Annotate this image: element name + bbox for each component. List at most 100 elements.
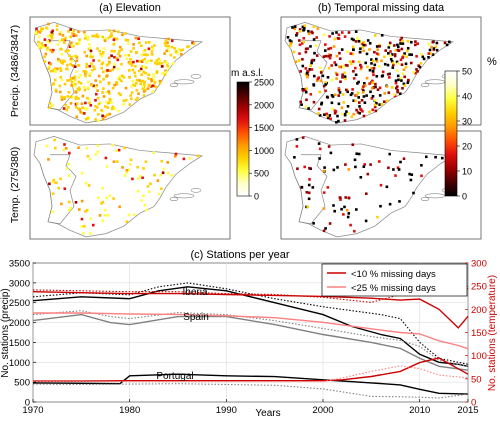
station-dot bbox=[54, 67, 57, 70]
station-dot bbox=[400, 79, 403, 82]
station-dot bbox=[164, 44, 168, 48]
station-dot bbox=[404, 62, 408, 66]
missing-colorbar bbox=[444, 70, 458, 197]
station-dot bbox=[142, 94, 146, 97]
station-dot bbox=[94, 105, 97, 108]
station-dot bbox=[324, 89, 327, 93]
station-dot bbox=[410, 61, 413, 65]
station-dot bbox=[131, 68, 135, 72]
station-dot bbox=[174, 152, 178, 156]
station-dot bbox=[428, 48, 432, 52]
station-dot bbox=[148, 41, 151, 44]
station-dot bbox=[139, 67, 143, 71]
station-dot bbox=[343, 112, 347, 116]
station-dot bbox=[49, 34, 52, 37]
station-dot bbox=[105, 63, 109, 67]
station-dot bbox=[163, 60, 167, 63]
colorbar-tick-label: 0 bbox=[462, 192, 467, 202]
station-dot bbox=[141, 85, 145, 88]
station-dot bbox=[407, 78, 410, 82]
station-dot bbox=[87, 97, 91, 101]
station-dot bbox=[77, 86, 81, 90]
station-dot bbox=[339, 80, 342, 83]
station-dot bbox=[160, 159, 164, 163]
station-dot bbox=[328, 222, 332, 225]
station-dot bbox=[390, 60, 394, 63]
station-dot bbox=[140, 53, 144, 57]
station-dot bbox=[68, 151, 71, 155]
station-dot bbox=[308, 68, 312, 71]
series-line bbox=[32, 310, 469, 367]
station-dot bbox=[192, 42, 196, 46]
station-dot bbox=[358, 111, 361, 115]
station-dot bbox=[119, 93, 122, 97]
station-dot bbox=[167, 66, 170, 70]
station-dot bbox=[329, 117, 332, 121]
station-dot bbox=[400, 47, 404, 51]
station-dot bbox=[80, 102, 84, 105]
station-dot bbox=[110, 32, 113, 35]
station-dot bbox=[97, 59, 101, 62]
station-dot bbox=[341, 73, 344, 77]
station-dot bbox=[150, 50, 154, 53]
station-dot bbox=[319, 79, 323, 83]
station-dot bbox=[125, 168, 129, 172]
legend-label-25: <25 % missing days bbox=[351, 283, 436, 294]
station-dot bbox=[349, 93, 353, 97]
station-dot bbox=[432, 47, 436, 50]
station-dot bbox=[362, 165, 366, 168]
station-dot bbox=[89, 49, 93, 53]
station-dot bbox=[348, 60, 352, 63]
station-dot bbox=[405, 55, 408, 58]
station-dot bbox=[59, 75, 62, 79]
station-dot bbox=[387, 52, 390, 55]
station-dot bbox=[390, 86, 394, 89]
station-dot bbox=[374, 82, 377, 86]
station-dot bbox=[120, 79, 123, 83]
station-dot bbox=[396, 166, 400, 169]
station-dot bbox=[171, 62, 175, 65]
station-dot bbox=[86, 80, 90, 84]
station-dot bbox=[104, 156, 108, 160]
station-dot bbox=[97, 113, 100, 116]
y-right-tick-label: 50 bbox=[471, 374, 482, 385]
station-dot bbox=[94, 86, 98, 89]
station-dot bbox=[394, 49, 398, 52]
station-dot bbox=[299, 100, 302, 104]
station-dot bbox=[301, 42, 304, 45]
station-dot bbox=[158, 79, 162, 83]
station-dot bbox=[399, 38, 402, 42]
station-dot bbox=[317, 107, 321, 111]
station-dot bbox=[443, 41, 447, 45]
station-dot bbox=[135, 82, 138, 85]
station-dot bbox=[334, 71, 338, 75]
station-dot bbox=[361, 87, 364, 91]
station-dot bbox=[77, 64, 81, 67]
station-dot bbox=[41, 46, 45, 49]
station-dot bbox=[77, 42, 81, 45]
station-dot bbox=[333, 61, 336, 64]
station-dot bbox=[360, 108, 363, 112]
station-dot bbox=[378, 103, 381, 106]
station-dot bbox=[102, 70, 105, 74]
station-dot bbox=[347, 212, 351, 215]
station-dot bbox=[396, 88, 399, 92]
station-dot bbox=[345, 208, 349, 212]
station-dot bbox=[396, 43, 399, 47]
station-dot bbox=[103, 47, 106, 50]
station-dot bbox=[396, 74, 400, 78]
station-dot bbox=[306, 75, 309, 79]
station-dot bbox=[325, 95, 329, 99]
station-dot bbox=[301, 89, 305, 92]
station-dot bbox=[165, 61, 169, 65]
station-dot bbox=[324, 43, 327, 46]
station-dot bbox=[327, 53, 331, 56]
station-dot bbox=[86, 96, 89, 100]
station-dot bbox=[420, 164, 423, 167]
station-dot bbox=[329, 46, 333, 50]
station-dot bbox=[288, 39, 292, 42]
station-dot bbox=[58, 84, 62, 88]
station-dot bbox=[140, 199, 144, 202]
station-dot bbox=[140, 73, 143, 76]
station-dot bbox=[373, 34, 377, 37]
